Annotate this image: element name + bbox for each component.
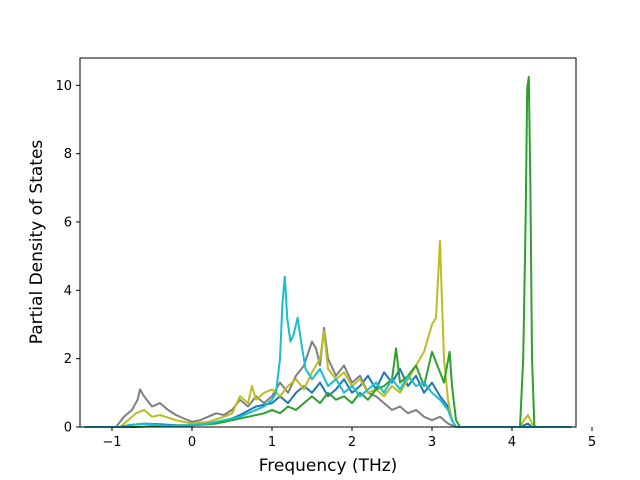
x-tick-label: 4 [508, 435, 516, 450]
y-tick-label: 8 [64, 147, 72, 162]
x-tick-label: −1 [102, 435, 121, 450]
y-tick-label: 0 [64, 421, 72, 436]
x-tick-label: 5 [588, 435, 596, 450]
x-tick-label: 0 [188, 435, 196, 450]
y-tick-label: 4 [64, 284, 72, 299]
y-tick-label: 6 [64, 216, 72, 231]
plot-background [80, 58, 576, 427]
y-axis-ticks: 0 2 4 6 8 10 [55, 79, 80, 436]
y-tick-label: 2 [64, 352, 72, 367]
series-line-5 [84, 275, 572, 428]
y-tick-label: 10 [55, 79, 72, 94]
series-layer [84, 75, 572, 428]
series-line-4 [84, 75, 572, 428]
x-axis-ticks: −1 0 1 2 3 4 5 [102, 427, 596, 450]
series-line-2 [84, 326, 572, 428]
x-tick-label: 3 [428, 435, 436, 450]
series-line-3 [84, 239, 572, 428]
x-tick-label: 1 [268, 435, 276, 450]
y-axis-label: Partial Density of States [27, 140, 47, 345]
plot-frame [79, 57, 577, 428]
x-axis-label: Frequency (THz) [259, 456, 398, 476]
x-tick-label: 2 [348, 435, 356, 450]
